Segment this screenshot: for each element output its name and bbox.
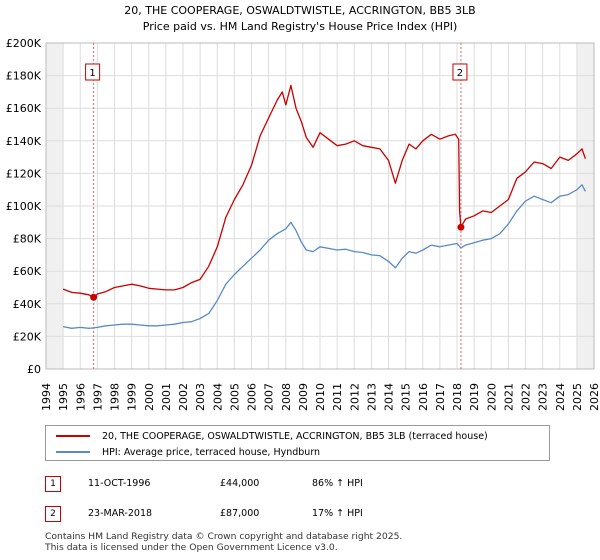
x-tick-label: 2006 [246,383,259,411]
x-tick-label: 2023 [537,383,550,411]
sale-row: 2 23-MAR-2018 £87,000 17% ↑ HPI [45,506,550,524]
x-tick-label: 2009 [297,383,310,411]
x-tick-label: 1999 [126,383,139,411]
x-tick-label: 2015 [400,383,413,411]
sale-hpi-change: 86% ↑ HPI [312,478,363,489]
y-tick-label: £100K [6,200,42,213]
series-line [62,84,587,298]
x-tick-label: 2005 [228,383,241,411]
y-tick-label: £60K [13,265,42,278]
sale-price: £87,000 [220,508,260,519]
sale-date: 11-OCT-1996 [88,478,151,489]
x-tick-label: 2008 [280,383,293,411]
chart-title-line2: Price paid vs. HM Land Registry's House … [143,20,458,33]
x-tick-label: 2013 [365,383,378,411]
x-tick-label: 2012 [348,383,361,411]
chart-legend: 20, THE COOPERAGE, OSWALDTWISTLE, ACCRIN… [45,425,550,461]
x-tick-label: 2000 [143,383,156,411]
x-tick-label: 2020 [485,383,498,411]
x-tick-label: 2002 [177,383,190,411]
legend-item-price-paid: 20, THE COOPERAGE, OSWALDTWISTLE, ACCRIN… [56,428,488,444]
sale-hpi-change: 17% ↑ HPI [312,508,363,519]
sale-row: 1 11-OCT-1996 £44,000 86% ↑ HPI [45,476,550,494]
sale-point [90,293,98,301]
sale-marker-label: 1 [89,68,95,79]
sale-marker-box [85,63,101,81]
x-tick-label: 2022 [520,383,533,411]
legend-label-price-paid: 20, THE COOPERAGE, OSWALDTWISTLE, ACCRIN… [102,430,488,442]
x-tick-label: 1994 [40,383,53,411]
legend-label-hpi: HPI: Average price, terraced house, Hynd… [102,446,321,458]
legend-item-hpi: HPI: Average price, terraced house, Hynd… [56,444,320,460]
y-tick-label: £180K [6,70,42,83]
y-tick-label: £200K [6,37,42,50]
x-tick-label: 2021 [502,383,515,411]
footer-line-2: This data is licensed under the Open Gov… [45,542,338,553]
x-tick-label: 2019 [468,383,481,411]
series-line [62,184,586,329]
x-tick-label: 2001 [160,383,173,411]
sale-point [457,223,465,231]
chart-title-line1: 20, THE COOPERAGE, OSWALDTWISTLE, ACCRIN… [124,4,475,17]
x-tick-label: 2010 [314,383,327,411]
price-chart: 20, THE COOPERAGE, OSWALDTWISTLE, ACCRIN… [6,4,600,411]
sale-date: 23-MAR-2018 [88,508,153,519]
x-tick-label: 2007 [263,383,276,411]
x-tick-label: 2003 [194,383,207,411]
y-tick-label: £140K [6,135,42,148]
y-tick-label: £80K [13,233,42,246]
x-tick-label: 2014 [383,383,396,411]
x-tick-label: 2016 [417,383,430,411]
x-tick-label: 1998 [109,383,122,411]
sale-marker-label: 2 [457,68,463,79]
legend-red-line-icon [56,435,90,437]
x-tick-label: 2011 [331,383,344,411]
plot-border [45,42,595,370]
footer-line-1: Contains HM Land Registry data © Crown c… [45,531,403,542]
y-tick-label: £160K [6,102,42,115]
x-tick-label: 2024 [554,383,567,411]
x-tick-label: 2026 [588,383,600,411]
x-tick-label: 2004 [211,383,224,411]
y-tick-label: £0 [27,363,41,376]
sale-number-badge: 1 [45,476,61,492]
x-tick-label: 1995 [57,383,70,411]
x-tick-label: 2018 [451,383,464,411]
sale-number-badge: 2 [45,506,61,522]
y-tick-label: £120K [6,167,42,180]
sale-price: £44,000 [220,478,260,489]
x-tick-label: 1997 [91,383,104,411]
y-tick-label: £20K [13,330,42,343]
footer-attribution: Contains HM Land Registry data © Crown c… [45,531,402,553]
y-tick-label: £40K [13,298,42,311]
x-tick-label: 2025 [571,383,584,411]
legend-blue-line-icon [56,451,90,453]
x-tick-label: 2017 [434,383,447,411]
sale-marker-box [452,63,468,81]
x-tick-label: 1996 [74,383,87,411]
